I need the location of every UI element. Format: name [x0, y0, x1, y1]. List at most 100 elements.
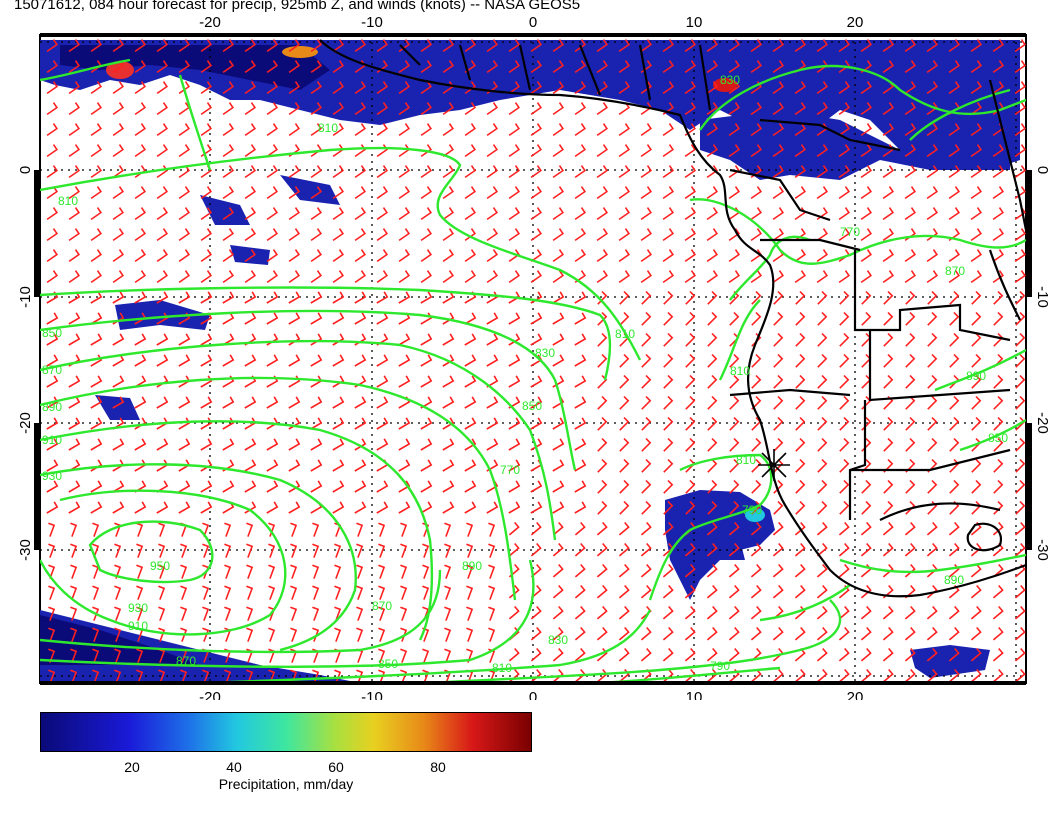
wind-barb	[398, 438, 411, 451]
wind-barb	[619, 458, 630, 473]
wind-barb	[90, 480, 103, 493]
wind-barb	[464, 480, 477, 493]
wind-barb	[574, 584, 586, 599]
wind-barb	[860, 668, 872, 683]
wind-barb	[552, 521, 564, 536]
wind-barb	[420, 228, 433, 242]
wind-barb	[508, 312, 521, 325]
wind-barb	[112, 480, 125, 493]
wind-barb	[640, 144, 653, 158]
wind-barb	[90, 207, 103, 221]
wind-barb	[442, 270, 455, 284]
wind-barb	[354, 459, 367, 472]
svg-text:810: 810	[58, 194, 78, 208]
wind-barb	[860, 102, 873, 116]
wind-barb	[246, 606, 254, 621]
wind-barb	[422, 543, 430, 558]
wind-barb	[310, 417, 323, 430]
wind-barb	[750, 102, 763, 116]
wind-barb	[927, 332, 938, 347]
wind-barb	[641, 311, 652, 326]
wind-barb	[288, 249, 301, 263]
wind-barb	[112, 165, 125, 179]
wind-barb	[926, 647, 938, 662]
wind-barb	[158, 606, 166, 621]
wind-barb	[288, 123, 301, 137]
wind-barb	[222, 270, 235, 284]
wind-barb	[246, 627, 254, 642]
wind-barb	[68, 480, 81, 493]
wind-barb	[728, 249, 741, 263]
wind-barb	[112, 354, 125, 367]
wind-barb	[795, 479, 806, 494]
wind-barb	[795, 437, 806, 452]
wind-barb	[268, 627, 276, 642]
wind-barb	[860, 521, 872, 536]
wind-barb	[838, 270, 851, 284]
wind-barb	[794, 186, 807, 200]
wind-barb	[156, 207, 169, 221]
wind-barb	[46, 249, 59, 263]
wind-barb	[883, 500, 894, 515]
wind-barb	[882, 249, 895, 263]
wind-barb	[662, 144, 675, 158]
wind-barb	[1015, 479, 1026, 494]
wind-barb	[508, 647, 520, 662]
wind-barb	[486, 165, 499, 179]
wind-barb	[266, 396, 279, 409]
wind-barb	[68, 39, 81, 53]
wind-barb	[134, 249, 147, 263]
wind-barb	[794, 584, 806, 599]
wind-barb	[772, 39, 785, 53]
wind-barb	[618, 81, 631, 95]
wind-barb	[970, 81, 983, 95]
svg-text:870: 870	[945, 264, 965, 278]
svg-text:810: 810	[730, 364, 750, 378]
svg-text:770: 770	[500, 463, 520, 477]
wind-barb	[992, 81, 1005, 95]
wind-barb	[618, 270, 631, 284]
wind-barb	[729, 416, 740, 431]
wind-barb	[816, 186, 829, 200]
wind-barb	[420, 60, 433, 74]
wind-barb	[398, 81, 411, 95]
wind-barb	[993, 479, 1004, 494]
wind-barb	[707, 395, 718, 410]
wind-barb	[926, 186, 939, 200]
wind-barb	[378, 648, 386, 663]
wind-barb	[310, 354, 323, 367]
wind-barb	[442, 354, 455, 367]
wind-barb	[112, 144, 125, 158]
wind-barb	[816, 605, 828, 620]
wind-barb	[376, 186, 389, 200]
wind-barb	[68, 333, 81, 346]
wind-barb	[948, 165, 961, 179]
wind-barb	[46, 270, 59, 284]
wind-barb	[904, 81, 917, 95]
wind-barb	[750, 563, 762, 578]
wind-barb	[574, 165, 587, 179]
wind-barb	[970, 270, 983, 284]
wind-barb	[420, 123, 433, 137]
wind-barb	[90, 228, 103, 242]
wind-barb	[464, 123, 477, 137]
wind-barb	[508, 480, 521, 493]
wind-barb	[158, 522, 166, 537]
wind-barb	[816, 165, 829, 179]
wind-barb	[46, 60, 59, 74]
wind-barb	[596, 81, 609, 95]
wind-barb	[904, 123, 917, 137]
wind-barb	[90, 144, 103, 158]
wind-barb	[772, 81, 785, 95]
wind-barb	[310, 123, 323, 137]
wind-barb	[707, 479, 718, 494]
wind-barb	[112, 396, 125, 409]
wind-barb	[398, 417, 411, 430]
wind-barb	[1015, 311, 1026, 326]
wind-barb	[376, 480, 389, 493]
wind-barb	[378, 585, 386, 600]
wind-barb	[772, 123, 785, 137]
graticule	[40, 35, 1026, 683]
wind-barb	[1014, 144, 1026, 158]
wind-barb	[464, 207, 477, 221]
